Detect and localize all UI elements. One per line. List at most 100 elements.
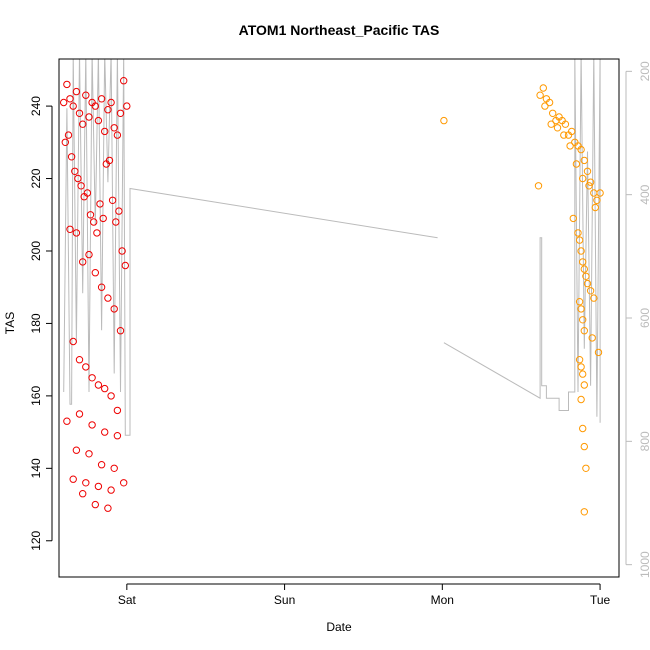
data-point (586, 178, 595, 186)
data-point (71, 167, 79, 176)
data-point (79, 258, 87, 266)
data-point (536, 91, 544, 99)
data-point (574, 229, 582, 237)
data-point (553, 124, 562, 132)
chart-title: ATOM1 Northeast_Pacific TAS (239, 22, 440, 38)
data-point (74, 174, 82, 183)
y-tick-label: 140 (29, 458, 43, 478)
data-point (580, 381, 588, 389)
data-point (123, 102, 131, 110)
data-point (82, 91, 90, 99)
data-point (561, 120, 570, 128)
data-point (82, 479, 90, 487)
data-point (440, 116, 448, 125)
y-tick-label: 120 (29, 530, 43, 550)
data-point (113, 131, 122, 139)
data-point (66, 225, 74, 234)
data-point (110, 305, 118, 313)
axes-layer: Sat Sun Mon Tue 120 140 160 180 200 220 240 200 400 6… (29, 61, 650, 607)
y-tick-label: 220 (29, 168, 43, 188)
data-point (75, 109, 84, 118)
data-point (94, 482, 103, 491)
data-point (69, 475, 77, 483)
data-point (101, 384, 109, 393)
data-point (79, 490, 87, 498)
data-point (579, 370, 587, 378)
data-point (63, 80, 71, 89)
data-point (596, 189, 604, 197)
y-tick-label: 240 (29, 96, 43, 116)
data-point (547, 120, 555, 128)
data-point (66, 95, 74, 103)
marks-layer (60, 77, 604, 516)
data-point (594, 348, 603, 357)
data-point (75, 410, 84, 418)
data-point (579, 258, 587, 266)
data-point (580, 156, 588, 165)
data-point (91, 102, 100, 110)
data-point (116, 327, 125, 335)
data-point (575, 236, 584, 244)
data-point (94, 381, 103, 389)
data-point (545, 98, 554, 107)
data-point (568, 127, 576, 136)
data-point (97, 461, 106, 469)
data-point (591, 203, 599, 212)
right-tick-label: 400 (638, 184, 650, 204)
y-axis-label: TAS (3, 312, 17, 334)
data-point (572, 160, 581, 168)
data-point (580, 508, 588, 516)
data-point (72, 87, 81, 96)
data-point (85, 250, 93, 259)
data-point (72, 229, 81, 237)
data-point (67, 153, 76, 161)
data-point (85, 113, 93, 121)
data-point (91, 269, 100, 277)
data-point (97, 283, 106, 291)
y-tick-label: 200 (29, 241, 43, 261)
right-tick-label: 1000 (638, 551, 650, 578)
data-point (64, 131, 73, 139)
data-point (101, 127, 109, 136)
data-point (582, 272, 590, 280)
data-point (577, 363, 585, 371)
data-point (97, 95, 106, 103)
data-point (580, 327, 588, 335)
data-point (90, 218, 98, 226)
data-point (107, 392, 115, 400)
y-tick-label: 180 (29, 313, 43, 333)
data-point (121, 261, 130, 270)
data-point (94, 116, 103, 125)
data-point (575, 298, 584, 306)
data-point (75, 356, 84, 364)
data-point (104, 106, 112, 114)
data-point (113, 432, 122, 440)
data-point (108, 196, 117, 205)
data-point (579, 316, 587, 324)
data-point (118, 247, 126, 255)
data-point (86, 211, 95, 219)
x-tick-label: Mon (431, 593, 454, 607)
plot-frame (58, 58, 620, 578)
data-point (77, 182, 85, 190)
trace-line (63, 59, 601, 436)
data-point (105, 156, 114, 165)
data-point (577, 395, 585, 404)
data-point (590, 294, 598, 302)
data-point (83, 189, 92, 197)
data-point (104, 504, 112, 512)
x-axis-label: Date (326, 620, 352, 634)
right-tick-label: 600 (638, 308, 650, 328)
data-point (566, 142, 574, 150)
data-point (583, 167, 592, 176)
data-point (583, 279, 592, 288)
x-tick-label: Sat (118, 593, 137, 607)
data-point (586, 287, 595, 295)
data-point (541, 102, 549, 110)
data-point (588, 334, 596, 342)
data-point (110, 124, 118, 132)
data-point (63, 417, 71, 425)
data-point (539, 84, 547, 92)
data-point (91, 500, 100, 509)
